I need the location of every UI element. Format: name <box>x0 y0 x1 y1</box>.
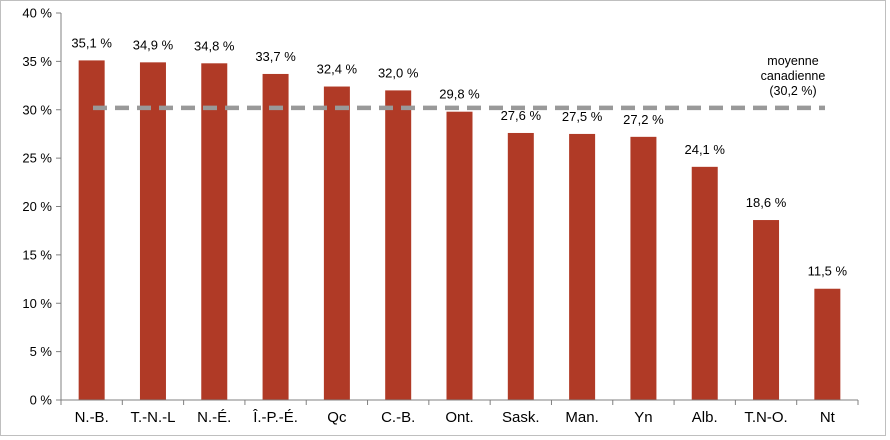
data-label: 27,5 % <box>562 109 603 124</box>
x-tick-label: T.-N.-L <box>130 409 175 426</box>
x-tick-label: Ont. <box>445 409 473 426</box>
x-tick-label: N.-É. <box>197 409 231 426</box>
data-label: 18,6 % <box>746 195 787 210</box>
bar <box>630 136 657 400</box>
bar <box>139 62 166 400</box>
x-tick-label: Sask. <box>502 409 540 426</box>
bar <box>323 86 350 400</box>
x-tick-label: Alb. <box>692 409 718 426</box>
average-annotation-line: moyenne <box>767 54 818 68</box>
y-tick-label: 35 % <box>22 54 52 69</box>
x-tick-label: Yn <box>634 409 652 426</box>
bar <box>753 220 780 400</box>
data-label: 35,1 % <box>71 35 112 50</box>
bar <box>691 166 718 400</box>
data-label: 27,2 % <box>623 112 664 127</box>
average-annotation-line: canadienne <box>761 69 826 83</box>
data-label: 32,4 % <box>317 62 358 77</box>
y-axis: 0 % 5 % 10 % 15 % 20 % 25 % 30 % 35 % 40 % <box>22 6 62 408</box>
x-tick-label: T.N-O. <box>744 409 787 426</box>
bar <box>446 111 473 400</box>
x-axis: N.-B. T.-N.-L N.-É. Î.-P.-É. Qc C.-B. Ont. Sask… <box>60 399 859 426</box>
x-tick-label: N.-B. <box>75 409 109 426</box>
x-tick-label: Man. <box>565 409 598 426</box>
x-tick-label: Nt <box>820 409 836 426</box>
data-label: 24,1 % <box>684 142 725 157</box>
bar <box>262 73 289 400</box>
data-labels: 35,1 % 34,9 % 34,8 % 33,7 % 32,4 % 32,0 % 29,8… <box>71 35 847 278</box>
y-tick-label: 40 % <box>22 6 52 21</box>
data-label: 11,5 % <box>808 264 848 279</box>
y-tick-label: 30 % <box>22 102 52 117</box>
data-label: 34,9 % <box>133 37 174 52</box>
bar <box>201 63 228 401</box>
y-tick-label: 20 % <box>22 199 52 214</box>
data-label: 27,6 % <box>501 108 542 123</box>
data-label: 34,8 % <box>194 38 235 53</box>
x-tick-label: C.-B. <box>381 409 415 426</box>
data-label: 29,8 % <box>439 87 480 102</box>
y-tick-label: 25 % <box>22 151 52 166</box>
bar <box>569 133 596 400</box>
bar <box>385 90 412 401</box>
reference-line-group: moyenne canadienne (30,2 %) <box>93 54 826 111</box>
y-tick-label: 10 % <box>22 296 52 311</box>
y-tick-label: 15 % <box>22 247 52 262</box>
bar <box>507 132 534 400</box>
data-label: 32,0 % <box>378 65 419 80</box>
x-tick-label: Î.-P.-É. <box>252 409 298 426</box>
average-annotation: moyenne canadienne (30,2 %) <box>761 54 826 98</box>
y-tick-label: 5 % <box>30 344 53 359</box>
bars <box>78 60 841 401</box>
average-annotation-line: (30,2 %) <box>769 84 816 98</box>
bar <box>814 288 841 400</box>
x-tick-label: Qc <box>327 409 347 426</box>
y-tick-label: 0 % <box>30 393 53 408</box>
data-label: 33,7 % <box>255 49 296 64</box>
bar <box>78 60 105 400</box>
